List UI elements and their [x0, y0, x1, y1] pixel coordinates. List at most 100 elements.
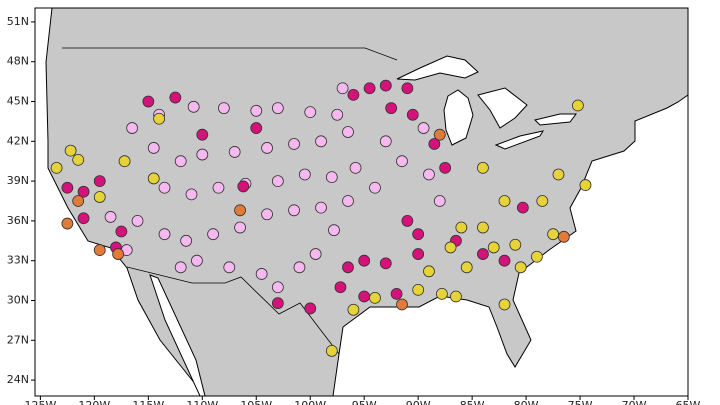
station	[334, 281, 347, 294]
station	[369, 291, 381, 304]
station	[250, 122, 263, 134]
station	[379, 79, 392, 92]
station	[436, 287, 448, 300]
station	[477, 221, 489, 234]
station	[255, 268, 268, 280]
station	[250, 104, 263, 117]
x-tick-label: 115W	[132, 399, 164, 405]
station	[212, 181, 225, 194]
x-tick-label: 100W	[294, 399, 326, 405]
x-tick-label: 95W	[352, 399, 377, 405]
x-tick-label: 75W	[568, 399, 593, 405]
x-tick-label: 85W	[460, 399, 485, 405]
x-tick-label: 65W	[676, 399, 701, 405]
station	[514, 261, 527, 274]
station	[396, 298, 408, 311]
y-tick-label: 39N	[7, 174, 29, 187]
station	[196, 128, 209, 141]
station	[347, 88, 360, 101]
y-tick-label: 45N	[7, 95, 29, 108]
y-tick-label: 33N	[7, 254, 29, 267]
lake-ontario	[534, 113, 577, 126]
station	[237, 180, 250, 193]
station	[223, 261, 236, 274]
station	[460, 261, 473, 274]
station	[187, 100, 200, 113]
station	[158, 181, 171, 194]
x-tick-label: 80W	[514, 399, 539, 405]
station	[147, 142, 160, 154]
station	[498, 254, 511, 267]
station	[118, 155, 131, 168]
station	[288, 138, 300, 150]
station	[412, 228, 425, 241]
station	[342, 261, 354, 274]
station	[412, 283, 425, 296]
station	[412, 248, 425, 260]
station	[271, 281, 284, 294]
station	[72, 153, 85, 166]
station	[347, 303, 360, 316]
lake-erie	[494, 130, 545, 150]
station	[516, 201, 529, 214]
station	[77, 185, 90, 198]
station	[315, 135, 327, 148]
y-tick-label: 42N	[7, 134, 29, 147]
borders	[62, 47, 398, 355]
x-tick-label: 120W	[78, 399, 110, 405]
station	[288, 204, 300, 217]
station	[228, 146, 241, 158]
station	[428, 138, 441, 150]
station	[261, 208, 273, 221]
station	[509, 238, 522, 251]
station	[455, 221, 468, 234]
lake-michigan	[443, 89, 474, 146]
station	[61, 181, 74, 194]
station	[530, 250, 543, 263]
station	[304, 106, 317, 119]
station	[271, 175, 284, 188]
station	[72, 195, 85, 207]
station	[433, 195, 446, 207]
station	[217, 102, 230, 115]
station	[450, 290, 462, 303]
station	[396, 155, 408, 168]
station	[433, 128, 446, 141]
station	[93, 191, 106, 203]
y-tick-label: 48N	[7, 55, 29, 68]
station	[261, 142, 273, 154]
station	[336, 82, 349, 95]
x-tick-label: 105W	[240, 399, 272, 405]
x-tick-label: 70W	[622, 399, 647, 405]
station	[271, 297, 284, 310]
station	[406, 108, 419, 121]
station	[498, 195, 511, 207]
station	[328, 224, 340, 237]
station	[153, 112, 166, 125]
station	[358, 254, 371, 267]
station	[363, 82, 376, 95]
y-tick-label: 24N	[7, 373, 29, 386]
y-tick-label: 36N	[7, 214, 29, 227]
station	[315, 201, 327, 214]
station	[147, 172, 160, 185]
station	[379, 257, 392, 270]
station	[423, 265, 435, 278]
lake-huron	[477, 87, 528, 129]
station	[498, 298, 511, 311]
station	[325, 344, 338, 357]
station	[557, 230, 570, 243]
station	[304, 302, 317, 315]
station	[477, 248, 489, 260]
station	[401, 82, 414, 95]
station	[477, 161, 489, 174]
station	[271, 102, 284, 115]
station	[579, 179, 592, 191]
station	[142, 95, 155, 108]
station	[131, 215, 144, 227]
station	[174, 155, 187, 168]
station	[298, 168, 311, 181]
station	[115, 225, 128, 238]
station	[439, 161, 452, 174]
station	[234, 204, 246, 217]
